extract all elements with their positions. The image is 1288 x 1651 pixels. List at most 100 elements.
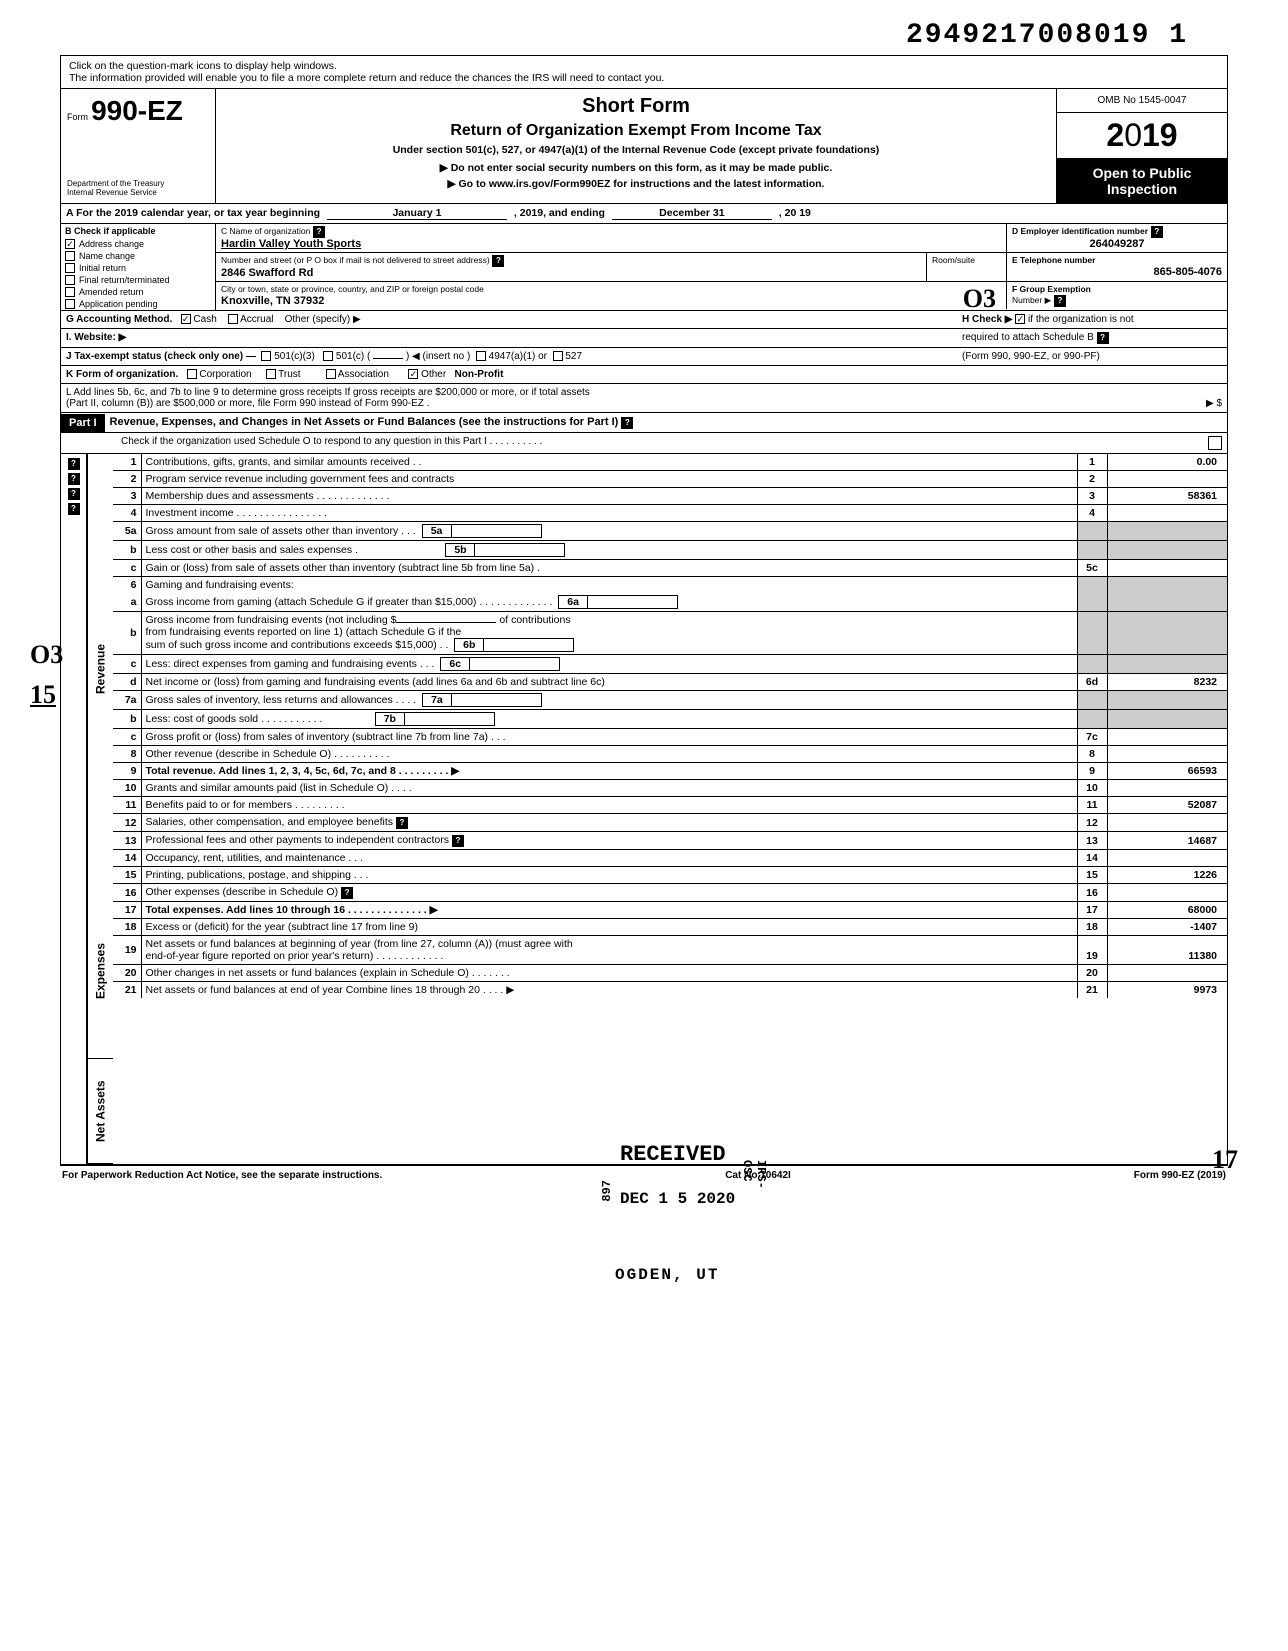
goto-url: ▶ Go to www.irs.gov/Form990EZ for instru… [226, 178, 1046, 190]
line-desc: Gross income from gaming (attach Schedul… [141, 593, 1077, 612]
4947-checkbox[interactable] [476, 351, 486, 361]
period-begin: January 1 [327, 207, 507, 220]
box-num: 14 [1077, 850, 1107, 867]
box-val: 52087 [1107, 797, 1227, 814]
help-icon[interactable]: ? [492, 255, 504, 267]
line-num: 12 [113, 814, 141, 832]
l-arrow: ▶ $ [1206, 398, 1222, 409]
l-line2: (Part II, column (B)) are $500,000 or mo… [66, 398, 429, 409]
insert-label: ) ◀ (insert no ) [406, 351, 470, 362]
name-change-label: Name change [79, 251, 135, 261]
box-num: 7c [1077, 729, 1107, 746]
help-icon[interactable]: ? [452, 835, 464, 847]
box-val: 11380 [1107, 936, 1227, 965]
required-schedule-b: required to attach Schedule B [962, 332, 1094, 343]
4947-label: 4947(a)(1) or [489, 351, 547, 362]
address-change-checkbox[interactable] [65, 239, 75, 249]
line-desc: Grants and similar amounts paid (list in… [141, 780, 1077, 797]
corp-label: Corporation [199, 369, 251, 380]
help-icon[interactable]: ? [1097, 332, 1109, 344]
line-desc: Program service revenue including govern… [141, 471, 1077, 488]
line-num: 11 [113, 797, 141, 814]
final-return-label: Final return/terminated [79, 275, 170, 285]
help-icon[interactable]: ? [68, 473, 80, 485]
line-num: 6 [113, 577, 141, 594]
help-icon[interactable]: ? [1151, 226, 1163, 238]
amended-return-checkbox[interactable] [65, 287, 75, 297]
line-num: d [113, 674, 141, 691]
box-num: 2 [1077, 471, 1107, 488]
box-num [1077, 655, 1107, 674]
final-return-checkbox[interactable] [65, 275, 75, 285]
cash-checkbox[interactable] [181, 314, 191, 324]
amended-return-label: Amended return [79, 287, 144, 297]
help-icon[interactable]: ? [68, 503, 80, 515]
box-num: 15 [1077, 867, 1107, 884]
line-num: 4 [113, 505, 141, 522]
box-val [1107, 593, 1227, 612]
schedule-o-checkbox[interactable] [1208, 436, 1222, 450]
box-num [1077, 593, 1107, 612]
box-num [1077, 577, 1107, 594]
lines-table: 1Contributions, gifts, grants, and simil… [113, 454, 1227, 998]
box-num: 17 [1077, 902, 1107, 919]
help-icon[interactable]: ? [396, 817, 408, 829]
other-checkbox[interactable] [408, 369, 418, 379]
org-name: Hardin Valley Youth Sports [221, 238, 361, 250]
row-g-h: G Accounting Method. Cash Accrual Other … [61, 311, 1227, 329]
help-icon[interactable]: ? [313, 226, 325, 238]
box-val: 9973 [1107, 982, 1227, 999]
corp-checkbox[interactable] [187, 369, 197, 379]
h-text: if the organization is not [1028, 314, 1134, 325]
h-checkbox[interactable] [1015, 314, 1025, 324]
help-icon[interactable]: ? [68, 488, 80, 500]
box-val [1107, 965, 1227, 982]
help-icon[interactable]: ? [1054, 295, 1066, 307]
trust-checkbox[interactable] [266, 369, 276, 379]
line-desc: Membership dues and assessments . . . . … [141, 488, 1077, 505]
initial-return-checkbox[interactable] [65, 263, 75, 273]
501c-checkbox[interactable] [323, 351, 333, 361]
line-num: 1 [113, 454, 141, 471]
dept-irs: Internal Revenue Service [67, 188, 209, 197]
name-change-checkbox[interactable] [65, 251, 75, 261]
section-b-checkboxes: B Check if applicable Address change Nam… [61, 224, 216, 310]
help-icon[interactable]: ? [341, 887, 353, 899]
street-address: 2846 Swafford Rd [221, 267, 313, 279]
box-val [1107, 471, 1227, 488]
accrual-checkbox[interactable] [228, 314, 238, 324]
open-public: Open to Public [1063, 165, 1221, 181]
ein: 264049287 [1012, 238, 1222, 250]
trust-label: Trust [278, 369, 300, 380]
short-form-title: Short Form [226, 95, 1046, 118]
box-val: 1226 [1107, 867, 1227, 884]
line-desc: Total expenses. Add lines 10 through 16 … [141, 902, 1077, 919]
box-val [1107, 655, 1227, 674]
box-val: 8232 [1107, 674, 1227, 691]
l-line1: L Add lines 5b, 6c, and 7b to line 9 to … [66, 387, 590, 398]
row-j: J Tax-exempt status (check only one) — 5… [61, 348, 1227, 366]
line-num: 18 [113, 919, 141, 936]
527-checkbox[interactable] [553, 351, 563, 361]
501c3-checkbox[interactable] [261, 351, 271, 361]
box-num: 3 [1077, 488, 1107, 505]
box-num [1077, 710, 1107, 729]
box-val [1107, 505, 1227, 522]
cash-label: Cash [193, 314, 216, 325]
line-num: 13 [113, 832, 141, 850]
expenses-section-label: Expenses [87, 884, 113, 1059]
assoc-checkbox[interactable] [326, 369, 336, 379]
line-desc: Net assets or fund balances at end of ye… [141, 982, 1077, 999]
application-pending-checkbox[interactable] [65, 299, 75, 309]
line-desc: Other changes in net assets or fund bala… [141, 965, 1077, 982]
line-desc: Contributions, gifts, grants, and simila… [141, 454, 1077, 471]
omb-number: OMB No 1545-0047 [1057, 89, 1227, 113]
box-num: 16 [1077, 884, 1107, 902]
g-label: G Accounting Method. [66, 314, 172, 325]
accrual-label: Accrual [240, 314, 273, 325]
help-icon[interactable]: ? [621, 417, 633, 429]
line-desc: Gross profit or (loss) from sales of inv… [141, 729, 1077, 746]
help-icon[interactable]: ? [68, 458, 80, 470]
subtitle: Under section 501(c), 527, or 4947(a)(1)… [226, 144, 1046, 156]
box-num: 21 [1077, 982, 1107, 999]
